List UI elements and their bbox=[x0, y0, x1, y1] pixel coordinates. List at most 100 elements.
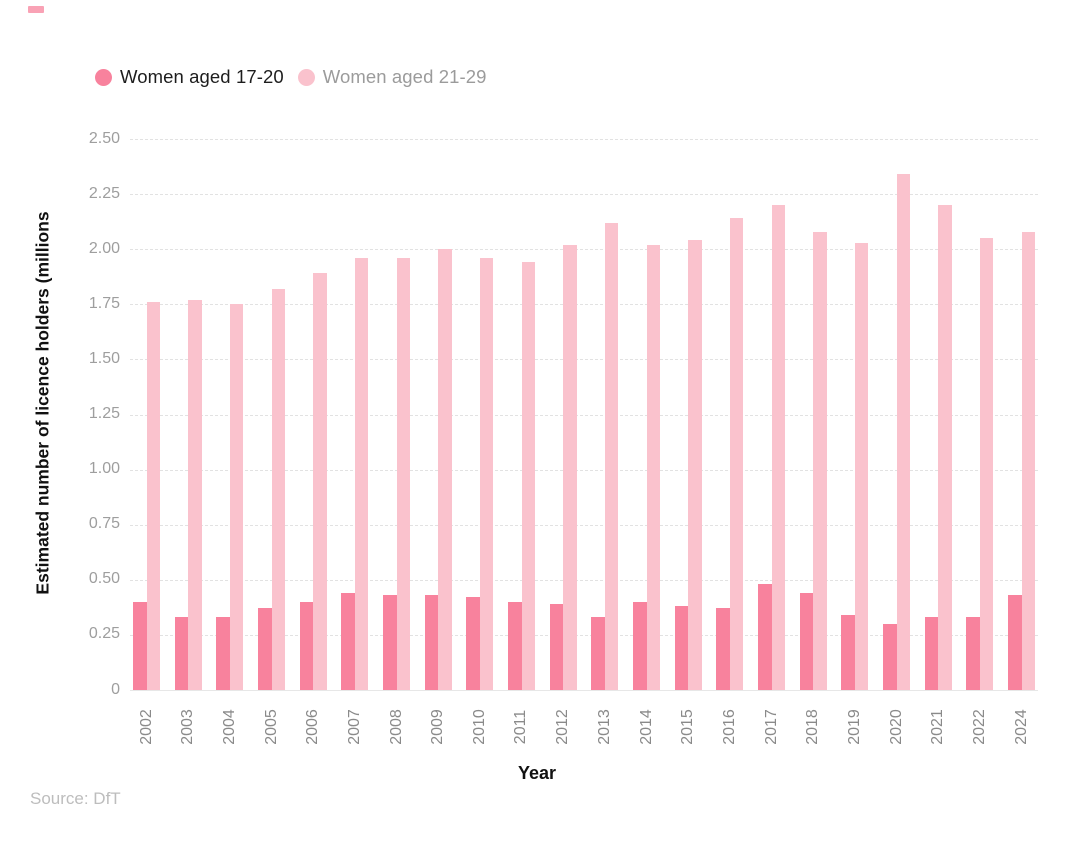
y-tick-label: 1.50 bbox=[88, 349, 120, 367]
legend-label: Women aged 21-29 bbox=[322, 66, 487, 87]
y-tick-label: 2.00 bbox=[88, 239, 120, 257]
x-tick-label-text: 2006 bbox=[304, 709, 322, 745]
bar-aged-21-29-2003[interactable] bbox=[188, 299, 202, 690]
bar-aged-17-20-2013[interactable] bbox=[591, 617, 605, 690]
x-tick-label-text: 2012 bbox=[554, 709, 572, 745]
bar-aged-17-20-2015[interactable] bbox=[674, 606, 689, 690]
bar-aged-21-29-2015[interactable] bbox=[688, 240, 702, 690]
bar-aged-17-20-2020[interactable] bbox=[883, 623, 897, 690]
y-axis-title: Estimated number of licence holders (mil… bbox=[32, 211, 53, 595]
bar-aged-21-29-2009[interactable] bbox=[438, 249, 452, 690]
bar-aged-17-20-2019[interactable] bbox=[841, 615, 855, 690]
y-tick-label: 0 bbox=[111, 680, 120, 698]
gridline bbox=[130, 579, 1038, 581]
bar-aged-21-29-2019[interactable] bbox=[854, 242, 869, 690]
bar-aged-21-29-2021[interactable] bbox=[938, 205, 952, 690]
x-tick-label-2024: 2024 bbox=[994, 696, 1050, 758]
bar-aged-17-20-2024[interactable] bbox=[1008, 595, 1022, 690]
bar-aged-17-20-2009[interactable] bbox=[424, 595, 439, 690]
y-tick-label: 0.25 bbox=[88, 625, 120, 643]
y-tick-label: 2.25 bbox=[88, 184, 120, 202]
gridline bbox=[130, 249, 1038, 251]
x-tick-label-text: 2011 bbox=[512, 709, 530, 745]
bar-aged-21-29-2011[interactable] bbox=[521, 262, 536, 690]
bar-aged-17-20-2002[interactable] bbox=[133, 601, 147, 690]
gridline bbox=[130, 139, 1038, 140]
bar-aged-17-20-2021[interactable] bbox=[924, 617, 939, 690]
bar-aged-17-20-2022[interactable] bbox=[966, 617, 980, 690]
chart-legend: Women aged 17-20 Women aged 21-29 bbox=[95, 66, 487, 88]
y-tick-label: 1.75 bbox=[88, 294, 120, 312]
bar-aged-17-20-2008[interactable] bbox=[383, 595, 397, 690]
bar-aged-21-29-2004[interactable] bbox=[229, 304, 244, 690]
x-tick-label-text: 2021 bbox=[929, 709, 947, 745]
x-tick-label-text: 2014 bbox=[637, 709, 655, 745]
gridline bbox=[130, 524, 1038, 526]
bar-aged-17-20-2018[interactable] bbox=[799, 593, 814, 690]
bar-aged-21-29-2002[interactable] bbox=[146, 302, 160, 690]
x-tick-label-text: 2013 bbox=[595, 709, 613, 745]
source-caption: Source: DfT bbox=[30, 789, 121, 808]
bar-aged-17-20-2006[interactable] bbox=[299, 601, 314, 690]
x-tick-label-text: 2005 bbox=[262, 709, 280, 745]
x-tick-label-text: 2020 bbox=[887, 709, 905, 745]
decorative-pink-mark bbox=[28, 6, 44, 13]
y-tick-label: 0.75 bbox=[88, 515, 120, 533]
x-tick-label-text: 2015 bbox=[679, 709, 697, 745]
bar-aged-21-29-2010[interactable] bbox=[479, 258, 494, 690]
bar-aged-17-20-2010[interactable] bbox=[466, 597, 480, 690]
x-axis-title: Year bbox=[517, 763, 557, 783]
bar-aged-21-29-2006[interactable] bbox=[313, 273, 327, 690]
x-axis-baseline bbox=[130, 690, 1038, 691]
x-tick-label-text: 2010 bbox=[470, 709, 488, 745]
bar-aged-21-29-2018[interactable] bbox=[813, 231, 827, 690]
bar-aged-21-29-2008[interactable] bbox=[396, 258, 411, 690]
bar-aged-17-20-2011[interactable] bbox=[508, 601, 522, 690]
x-tick-label-text: 2019 bbox=[845, 709, 863, 745]
bar-aged-21-29-2017[interactable] bbox=[771, 205, 786, 690]
bar-aged-17-20-2016[interactable] bbox=[716, 608, 730, 690]
x-tick-label-text: 2002 bbox=[137, 709, 155, 745]
y-tick-label: 1.25 bbox=[88, 405, 120, 422]
x-tick-label-text: 2017 bbox=[762, 709, 780, 745]
y-tick-label: 0.50 bbox=[88, 570, 120, 588]
bar-aged-21-29-2020[interactable] bbox=[896, 174, 911, 690]
bar-aged-17-20-2012[interactable] bbox=[549, 604, 564, 690]
x-tick-label-text: 2016 bbox=[720, 709, 738, 745]
bar-aged-17-20-2007[interactable] bbox=[341, 593, 355, 690]
bar-aged-17-20-2005[interactable] bbox=[258, 608, 272, 690]
y-tick-label: 1.00 bbox=[88, 460, 120, 478]
legend-dot-icon bbox=[297, 68, 315, 86]
gridline bbox=[130, 414, 1038, 416]
bar-aged-21-29-2016[interactable] bbox=[729, 218, 744, 690]
gridline bbox=[130, 304, 1038, 306]
x-tick-label-text: 2024 bbox=[1012, 709, 1030, 745]
bar-aged-21-29-2014[interactable] bbox=[646, 244, 661, 690]
x-tick-label-text: 2018 bbox=[804, 709, 822, 745]
x-tick-label-text: 2009 bbox=[429, 709, 447, 745]
legend-dot-icon bbox=[95, 68, 112, 86]
bar-aged-21-29-2012[interactable] bbox=[563, 244, 577, 690]
x-tick-label-text: 2003 bbox=[179, 709, 197, 745]
gridline bbox=[130, 634, 1038, 636]
bar-aged-21-29-2024[interactable] bbox=[1021, 231, 1036, 690]
gridline bbox=[130, 469, 1038, 471]
legend-item-women-21-29[interactable]: Women aged 21-29 bbox=[297, 66, 487, 88]
x-tick-label-text: 2007 bbox=[345, 709, 363, 745]
bar-aged-17-20-2003[interactable] bbox=[174, 617, 189, 690]
bar-aged-21-29-2005[interactable] bbox=[271, 288, 285, 690]
x-tick-label-text: 2008 bbox=[387, 709, 405, 745]
bar-aged-17-20-2004[interactable] bbox=[216, 617, 230, 690]
legend-item-women-17-20[interactable]: Women aged 17-20 bbox=[95, 66, 284, 88]
bar-aged-21-29-2007[interactable] bbox=[354, 258, 369, 690]
gridline bbox=[130, 359, 1038, 361]
gridline bbox=[130, 194, 1038, 196]
bar-aged-21-29-2013[interactable] bbox=[604, 222, 619, 690]
bar-aged-21-29-2022[interactable] bbox=[979, 238, 994, 690]
y-tick-label: 2.50 bbox=[88, 129, 120, 147]
bar-aged-17-20-2017[interactable] bbox=[758, 584, 772, 690]
bar-aged-17-20-2014[interactable] bbox=[633, 601, 647, 690]
x-tick-label-text: 2022 bbox=[970, 709, 988, 745]
x-tick-label-text: 2004 bbox=[220, 709, 238, 745]
